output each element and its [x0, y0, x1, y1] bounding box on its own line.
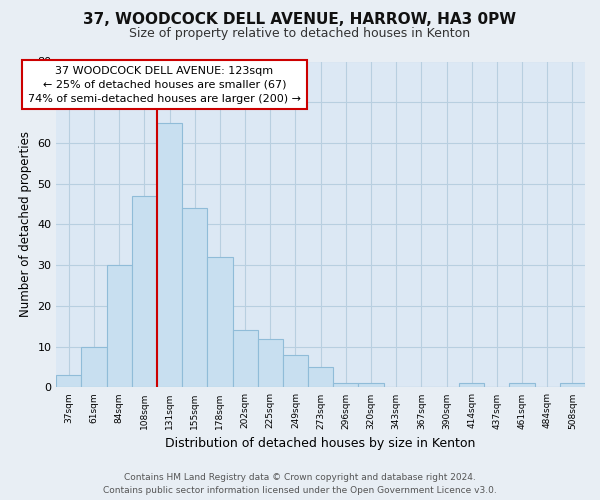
Bar — [560, 384, 585, 388]
Bar — [182, 208, 208, 388]
Bar — [107, 265, 132, 388]
Bar — [509, 384, 535, 388]
Text: 37 WOODCOCK DELL AVENUE: 123sqm
← 25% of detached houses are smaller (67)
74% of: 37 WOODCOCK DELL AVENUE: 123sqm ← 25% of… — [28, 66, 301, 104]
Y-axis label: Number of detached properties: Number of detached properties — [19, 132, 32, 318]
Text: Contains HM Land Registry data © Crown copyright and database right 2024.
Contai: Contains HM Land Registry data © Crown c… — [103, 474, 497, 495]
Bar — [208, 257, 233, 388]
Text: 37, WOODCOCK DELL AVENUE, HARROW, HA3 0PW: 37, WOODCOCK DELL AVENUE, HARROW, HA3 0P… — [83, 12, 517, 28]
Bar — [333, 384, 358, 388]
Bar — [56, 375, 82, 388]
Bar — [308, 367, 333, 388]
Bar — [132, 196, 157, 388]
Bar — [283, 355, 308, 388]
Bar — [258, 338, 283, 388]
Text: Size of property relative to detached houses in Kenton: Size of property relative to detached ho… — [130, 28, 470, 40]
Bar — [459, 384, 484, 388]
Bar — [157, 122, 182, 388]
X-axis label: Distribution of detached houses by size in Kenton: Distribution of detached houses by size … — [166, 437, 476, 450]
Bar — [82, 346, 107, 388]
Bar — [233, 330, 258, 388]
Bar — [358, 384, 383, 388]
